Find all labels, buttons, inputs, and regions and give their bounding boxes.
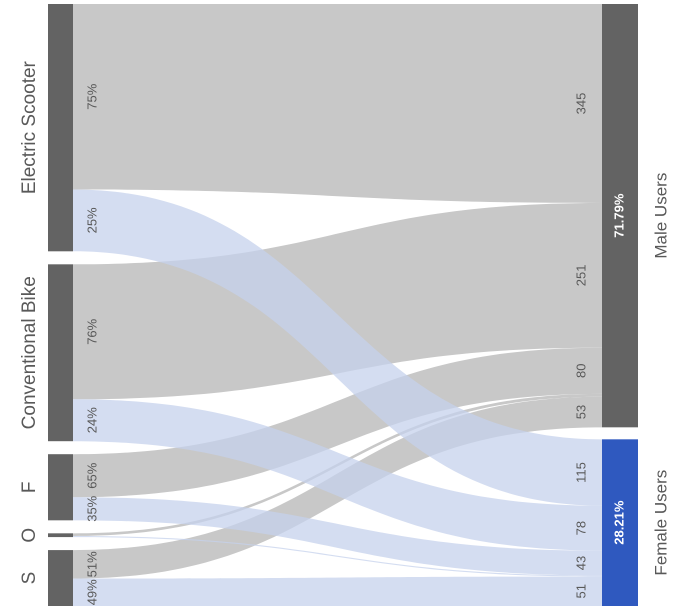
flow-pct-conventional-female: 24%	[84, 407, 99, 433]
target-pct-female: 28.21%	[611, 500, 626, 545]
bars-layer	[48, 4, 638, 606]
target-label-male: Male Users	[651, 173, 670, 259]
flow-f-female	[73, 497, 602, 576]
source-bar-f	[48, 454, 73, 521]
flow-value-s-female: 51	[573, 584, 588, 598]
source-bar-electric	[48, 4, 73, 252]
flow-pct-s-male: 51%	[84, 551, 99, 577]
source-bar-conventional	[48, 264, 73, 442]
flow-pct-f-female: 35%	[84, 495, 99, 521]
flow-pct-s-female: 49%	[84, 579, 99, 605]
target-label-female: Female Users	[651, 470, 670, 576]
flow-f-male	[73, 347, 602, 498]
flow-pct-conventional-male: 76%	[84, 318, 99, 344]
source-label-electric: Electric Scooter	[19, 60, 40, 194]
flow-pct-f-male: 65%	[84, 462, 99, 488]
flows-layer	[73, 4, 602, 606]
source-label-f: F	[19, 481, 40, 493]
source-label-conventional: Conventional Bike	[19, 276, 40, 429]
flow-value-conventional-male: 251	[573, 265, 588, 287]
source-bar-s	[48, 550, 73, 606]
flow-value-s-male: 53	[573, 405, 588, 419]
flow-value-f-male: 80	[573, 364, 588, 378]
labels-layer: Electric Scooter Conventional Bike F O S 71.7…	[19, 60, 670, 605]
flow-electric-female	[73, 189, 602, 506]
flow-value-conventional-female: 78	[573, 521, 588, 535]
flow-value-electric-male: 345	[573, 93, 588, 115]
target-bar-female	[602, 439, 638, 606]
flow-value-f-female: 43	[573, 556, 588, 570]
flow-conventional-male	[73, 202, 602, 400]
flow-o-female	[73, 536, 602, 577]
source-label-s: S	[19, 572, 40, 585]
flow-electric-male	[73, 4, 602, 203]
source-bar-o	[48, 533, 73, 538]
target-bar-male	[602, 4, 638, 428]
flow-conventional-female	[73, 399, 602, 551]
target-pct-male: 71.79%	[611, 193, 626, 238]
flow-s-female	[73, 576, 602, 606]
flow-pct-electric-male: 75%	[84, 83, 99, 109]
flow-pct-electric-female: 25%	[84, 207, 99, 233]
flow-value-electric-female: 115	[573, 462, 588, 483]
source-label-o: O	[19, 528, 40, 543]
